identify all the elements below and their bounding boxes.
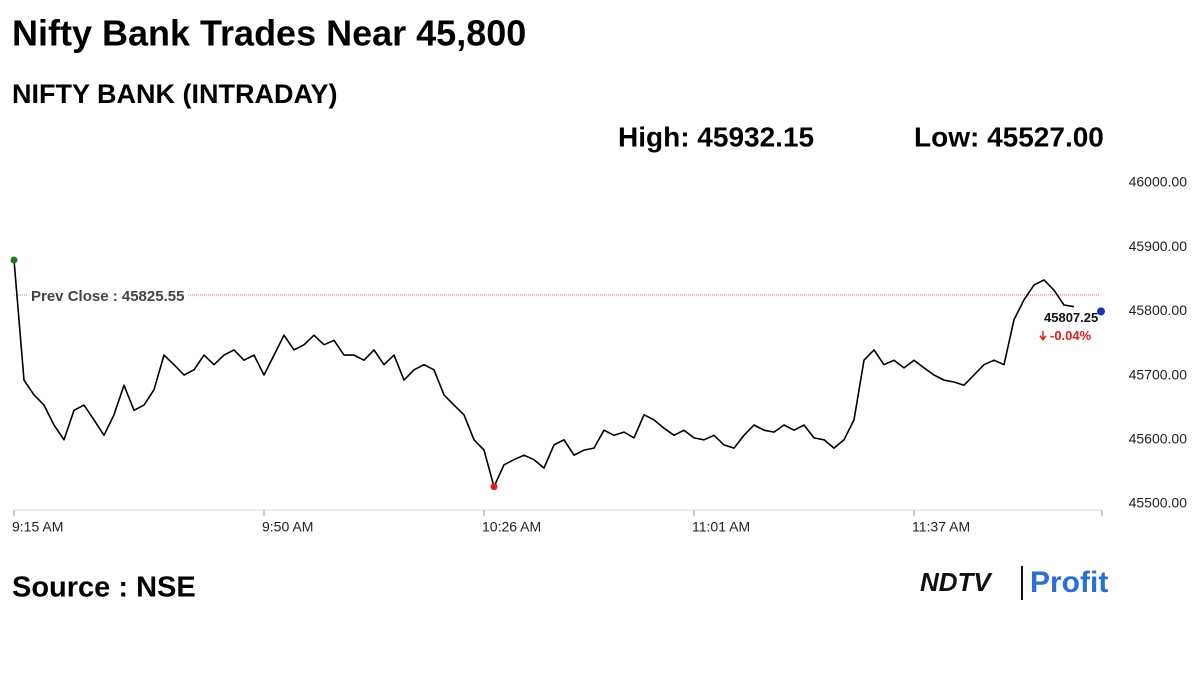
logo-ndtv: NDTV [920, 567, 993, 597]
source: Source : NSE [12, 572, 196, 604]
last-value-label: 45807.25 [1044, 310, 1098, 325]
y-tick-label: 45500.00 [1129, 495, 1188, 511]
y-tick-label: 45600.00 [1129, 431, 1188, 447]
high-label: High: 45932.15 [618, 121, 814, 152]
x-tick-label: 9:15 AM [12, 519, 63, 535]
x-tick-label: 11:01 AM [692, 519, 750, 535]
chart-title: Nifty Bank Trades Near 45,800 [12, 13, 526, 54]
change-arrow [1039, 330, 1047, 341]
y-tick-label: 45900.00 [1129, 238, 1188, 254]
prev-close-bg [27, 286, 189, 306]
y-tick-label: 46000.00 [1129, 174, 1188, 190]
low-marker [490, 483, 498, 491]
change-label: -0.04% [1050, 328, 1092, 343]
x-tick-label: 10:26 AM [482, 519, 541, 535]
open-marker [10, 256, 18, 264]
y-tick-label: 45700.00 [1129, 366, 1188, 382]
low-label: Low: 45527.00 [914, 121, 1104, 152]
logo-profit: Profit [1030, 566, 1108, 599]
y-tick-label: 45800.00 [1129, 302, 1188, 318]
chart-subtitle: NIFTY BANK (INTRADAY) [12, 79, 338, 109]
x-tick-label: 9:50 AM [262, 519, 313, 535]
live-dot [1097, 307, 1105, 316]
x-tick-label: 11:37 AM [912, 519, 970, 535]
price-line [13, 259, 1075, 488]
prev-close-label: Prev Close : 45825.55 [31, 288, 184, 305]
